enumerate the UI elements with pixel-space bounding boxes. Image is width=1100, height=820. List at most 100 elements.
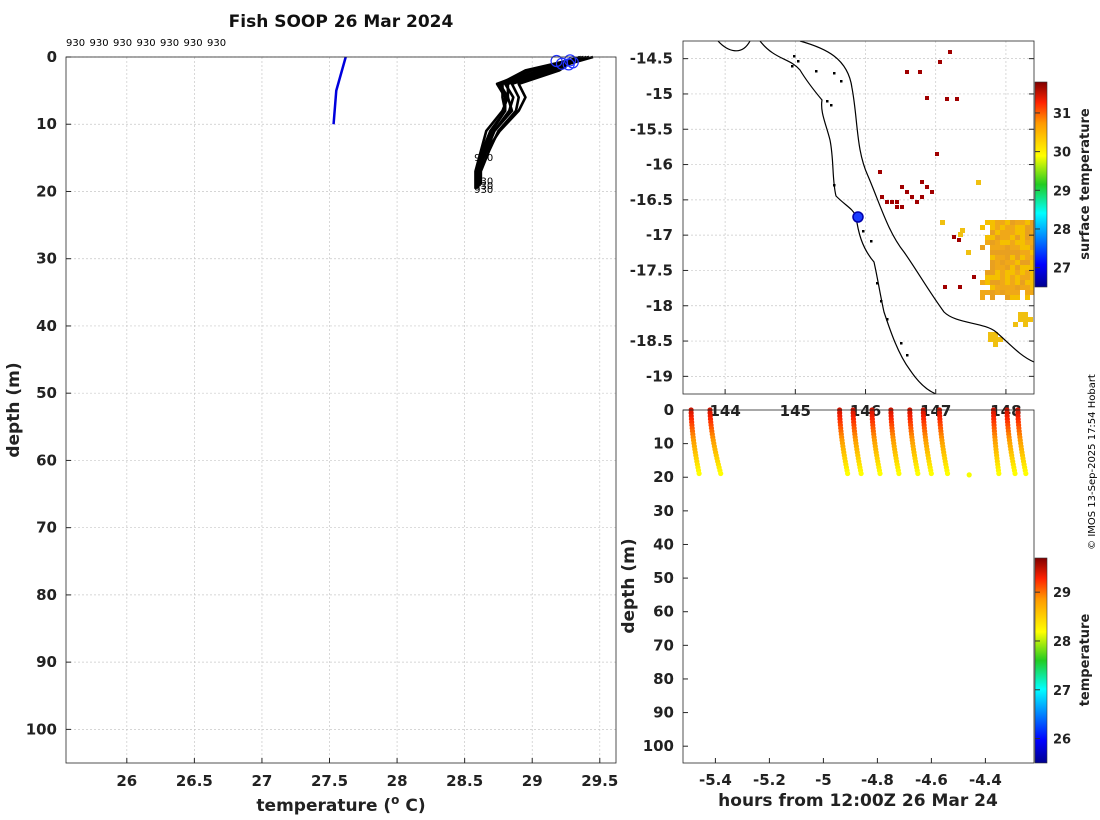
profile-x-tick-label: 28.5 [446, 772, 483, 790]
sst-pixel [988, 337, 993, 342]
sst-pixel [1005, 240, 1010, 245]
sst-pixel [1030, 220, 1034, 225]
sst-pixel-hot [930, 190, 934, 194]
temperature-colorbar-ticks: 26 27 28 29 [1035, 586, 1071, 748]
profile-y-tick-label: 70 [36, 519, 57, 537]
sst-pixel [1010, 270, 1015, 275]
sst-colorbar-tick-label: 27 [1053, 262, 1071, 277]
sst-pixel [1030, 275, 1034, 280]
map-lat-tick-label: -16 [646, 156, 673, 174]
sst-pixel [993, 332, 998, 337]
section-x-tick-label: -4.8 [861, 771, 894, 789]
sst-pixel [960, 228, 965, 233]
section-point [1023, 470, 1029, 477]
temperature-colorbar-tick-label: 29 [1053, 586, 1071, 601]
sst-pixel [1010, 220, 1015, 225]
sst-pixel [995, 220, 1000, 225]
profile-x-tick-label: 27 [252, 772, 273, 790]
section-x-tick-label: -5.2 [753, 771, 786, 789]
section-y-tick-label: 10 [653, 435, 674, 453]
sst-pixel [995, 270, 1000, 275]
black-profile-line [479, 55, 587, 185]
sst-pixel [990, 275, 995, 280]
sst-pixel [980, 295, 985, 300]
sst-pixel [1020, 280, 1025, 285]
sst-pixel [1023, 317, 1028, 322]
sst-pixel [1010, 290, 1015, 295]
sst-pixel [990, 235, 995, 240]
section-point [845, 470, 851, 477]
section-x-tick-label: -4.4 [969, 771, 1002, 789]
sst-pixel-hot [948, 50, 952, 54]
sst-pixel [985, 275, 990, 280]
map-frame [682, 40, 1035, 395]
sst-pixel [1005, 230, 1010, 235]
temperature-colorbar-label: temperature [1078, 614, 1093, 707]
sst-pixel [1005, 275, 1010, 280]
sst-pixel [990, 260, 995, 265]
sst-pixel [1005, 295, 1010, 300]
sst-pixel [1030, 230, 1034, 235]
profile-grid [66, 56, 616, 763]
sst-pixel [1015, 235, 1020, 240]
sst-pixel-hot [900, 185, 904, 189]
sst-pixel-hot [955, 97, 959, 101]
sst-pixel [995, 250, 1000, 255]
profile-y-tick-label: 10 [36, 115, 57, 133]
section-y-tick-label: 70 [653, 636, 674, 654]
sst-pixel [1015, 295, 1020, 300]
sst-pixel [990, 295, 995, 300]
sst-colorbar-tick-label: 30 [1053, 146, 1071, 161]
sst-pixel [1000, 290, 1005, 295]
black-profile-line [475, 55, 582, 189]
sst-pixel [1015, 240, 1020, 245]
sst-pixel [990, 265, 995, 270]
sst-pixel [1023, 322, 1028, 327]
sst-pixel [995, 275, 1000, 280]
sst-pixel [993, 342, 998, 347]
sst-pixel [995, 265, 1000, 270]
island-dot [886, 318, 889, 321]
profile-x-tick-label: 28 [387, 772, 408, 790]
profile-y-tick-label: 40 [36, 317, 57, 335]
sst-pixel [1025, 275, 1030, 280]
sst-pixel [1030, 245, 1034, 250]
section-point [928, 470, 934, 477]
map-lat-tick-label: -14.5 [630, 50, 673, 68]
sst-pixel [1030, 285, 1034, 290]
blue-profile-line [332, 56, 347, 125]
sst-pixel [1025, 250, 1030, 255]
section-point [696, 470, 702, 477]
sst-pixel [1015, 270, 1020, 275]
sst-pixel [1005, 270, 1010, 275]
section-point [915, 470, 921, 477]
sst-pixel-hot [925, 185, 929, 189]
section-x-ticks: -5.4 -5.2 -5 -4.8 -4.6 -4.4 [699, 758, 1002, 789]
sst-pixel [1025, 280, 1030, 285]
section-y-ticks: 0 10 20 30 40 50 60 70 80 90 100 [643, 401, 688, 755]
sst-pixel [995, 285, 1000, 290]
sst-pixel-hot [920, 180, 924, 184]
section-point [966, 472, 972, 478]
section-point [877, 470, 883, 477]
sst-pixel [985, 235, 990, 240]
sst-pixel [1020, 255, 1025, 260]
sst-pixel [1025, 220, 1030, 225]
section-point [944, 470, 951, 477]
sst-pixel [1015, 280, 1020, 285]
profile-cast-label: 930 [474, 181, 493, 192]
sst-pixel [1018, 312, 1023, 317]
section-y-tick-label: 30 [653, 502, 674, 520]
sst-pixel [1005, 245, 1010, 250]
section-x-tick-label: -5.4 [699, 771, 732, 789]
sst-colorbar-tick-label: 28 [1053, 223, 1071, 238]
sst-pixel [1025, 255, 1030, 260]
island-dot [862, 230, 865, 233]
sst-pixel-hot [925, 96, 929, 100]
sst-pixel [1020, 235, 1025, 240]
sst-pixel [1005, 225, 1010, 230]
sst-pixel [1020, 270, 1025, 275]
island-dot [900, 342, 903, 345]
sst-pixel-hot [945, 97, 949, 101]
